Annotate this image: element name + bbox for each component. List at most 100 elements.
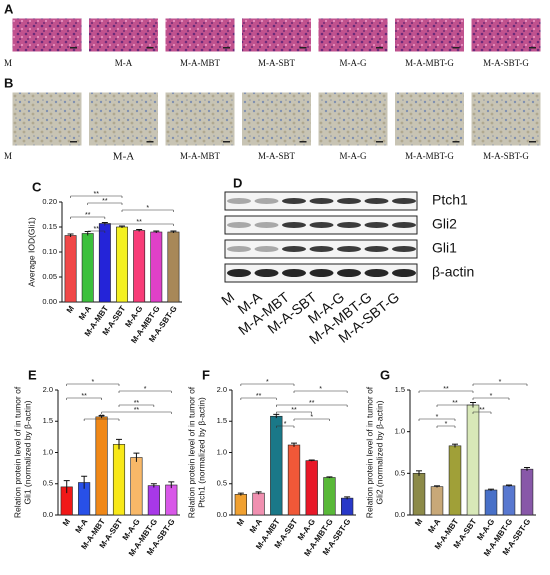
significance-label: ** xyxy=(443,386,449,393)
bar xyxy=(287,444,301,516)
scale-bar xyxy=(452,141,460,143)
micrograph xyxy=(164,91,236,147)
micrograph xyxy=(394,91,465,147)
y-tick-label: 0.05 xyxy=(42,272,57,281)
blot-band xyxy=(337,246,361,252)
bar xyxy=(81,233,94,303)
x-tick-label: M-A xyxy=(73,517,89,535)
bar xyxy=(270,415,283,516)
scale-bar xyxy=(223,47,230,49)
blot-band xyxy=(254,222,279,228)
y-tick-label: 0.5 xyxy=(217,479,227,488)
blot-band xyxy=(337,269,361,277)
micrograph xyxy=(317,17,389,53)
significance-label: ** xyxy=(102,198,108,205)
image-label: M-A-MBT-G xyxy=(405,151,454,161)
image-label: M-A-SBT-G xyxy=(483,151,529,161)
protein-label: β-actin xyxy=(432,264,474,280)
significance-label: * xyxy=(310,414,313,421)
bar xyxy=(64,235,77,303)
bar xyxy=(323,477,336,516)
blot-band xyxy=(254,246,279,252)
panel-letter: B xyxy=(4,75,13,90)
scale-bar xyxy=(146,141,154,143)
bar xyxy=(167,231,180,303)
micrograph xyxy=(241,91,312,147)
bar xyxy=(147,485,160,516)
scale-bar xyxy=(70,141,77,143)
bar xyxy=(112,444,126,516)
panel-letter: A xyxy=(4,1,14,16)
blot-band xyxy=(309,246,334,252)
blot-band xyxy=(364,198,389,204)
y-axis-label: Ptch1 (normalized by β-actin) xyxy=(196,397,206,508)
micrograph xyxy=(88,91,159,147)
blot-band xyxy=(254,198,279,204)
image-label: M-A-G xyxy=(340,58,367,68)
scale-bar xyxy=(529,141,536,143)
protein-label: Gli2 xyxy=(432,216,457,232)
image-label: M-A-MBT xyxy=(180,58,221,68)
blot-band xyxy=(282,269,306,277)
blot-band xyxy=(227,198,251,204)
protein-label: Gli1 xyxy=(432,240,457,256)
y-tick-label: 2.0 xyxy=(217,385,227,394)
bar xyxy=(484,489,498,516)
image-label: M-A-SBT xyxy=(258,58,296,68)
image-label: M-A-MBT-G xyxy=(405,58,454,68)
significance-label: ** xyxy=(81,393,87,400)
bar xyxy=(150,231,163,303)
image-label: M-A-SBT xyxy=(258,151,296,161)
y-axis-label: Relation protein level of in tumor of xyxy=(186,386,196,518)
y-tick-label: 0.20 xyxy=(42,197,57,206)
bar xyxy=(340,497,354,516)
bar xyxy=(95,416,108,516)
blot-band xyxy=(282,222,306,228)
significance-label: * xyxy=(319,386,322,393)
bar xyxy=(130,457,143,516)
significance-label: ** xyxy=(134,400,140,407)
x-tick-label: M-A xyxy=(77,304,93,322)
blot-band xyxy=(309,198,334,204)
y-axis-label: Gli2 (normalized by β-actin) xyxy=(374,400,384,504)
significance-label: ** xyxy=(479,407,485,414)
panel-letter: C xyxy=(32,179,42,194)
blot-band xyxy=(254,269,279,277)
scale-bar xyxy=(70,47,77,49)
bar xyxy=(305,460,318,516)
bar xyxy=(430,486,444,516)
significance-label: ** xyxy=(99,414,105,421)
blot-band xyxy=(392,198,416,204)
bar xyxy=(520,468,534,516)
significance-label: ** xyxy=(85,212,91,219)
image-label: M-A xyxy=(113,151,134,163)
x-tick-label: M-A xyxy=(248,517,264,535)
bar xyxy=(116,226,128,303)
blot-band xyxy=(337,198,361,204)
bar xyxy=(502,485,516,516)
panel-letter: D xyxy=(233,175,242,190)
y-axis-label: Gli1 (normalized by β-actin) xyxy=(22,400,32,504)
image-label: M xyxy=(4,151,12,161)
bar xyxy=(234,494,248,516)
y-tick-label: 2.0 xyxy=(43,385,53,394)
blot-band xyxy=(309,269,334,277)
scale-bar xyxy=(452,47,460,49)
y-tick-label: 1.5 xyxy=(395,385,405,394)
panel-letter: E xyxy=(28,367,37,382)
significance-label: * xyxy=(284,421,287,428)
y-tick-label: 0.5 xyxy=(395,468,405,477)
panel-letter: G xyxy=(380,367,390,382)
blot-band xyxy=(227,269,251,277)
image-label: M-A xyxy=(115,58,133,68)
scale-bar xyxy=(223,141,230,143)
scale-bar xyxy=(299,141,307,143)
scale-bar xyxy=(376,47,383,49)
micrograph xyxy=(88,17,159,53)
y-tick-label: 1.5 xyxy=(217,416,227,425)
x-tick-label: M xyxy=(413,517,424,528)
bar xyxy=(252,492,265,516)
scale-bar xyxy=(299,47,307,49)
